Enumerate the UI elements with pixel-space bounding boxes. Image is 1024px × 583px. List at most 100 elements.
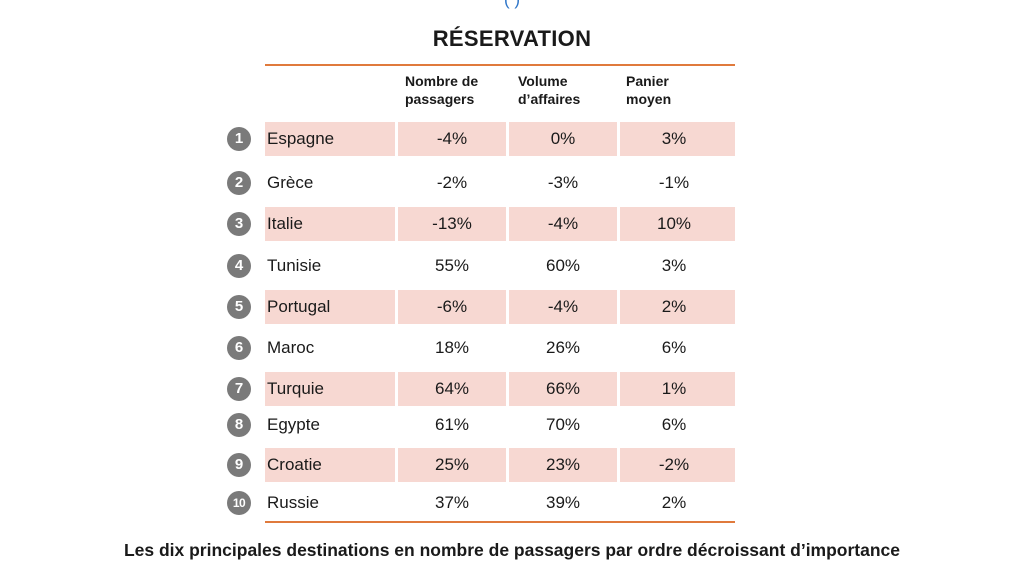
passengers-cell: 18% xyxy=(434,338,470,357)
rank-badge: 5 xyxy=(227,295,251,319)
table-row: 7 Turquie 64% 66% 1% xyxy=(227,372,735,406)
table-row: 4 Tunisie 55% 60% 3% xyxy=(227,249,735,283)
column-separator xyxy=(395,207,398,241)
column-separator xyxy=(506,372,509,406)
table-title: RÉSERVATION xyxy=(432,26,592,51)
passengers-cell: 55% xyxy=(434,256,470,275)
basket-cell: 3% xyxy=(661,256,687,275)
country-cell: Espagne xyxy=(267,129,335,148)
column-separator xyxy=(395,486,398,520)
rank-badge: 7 xyxy=(227,377,251,401)
column-header-line: passagers xyxy=(405,91,475,107)
country-cell: Grèce xyxy=(267,173,314,192)
top-rule xyxy=(265,64,735,66)
column-header-line: Panier xyxy=(626,73,669,89)
column-separator xyxy=(617,290,620,324)
table-row: 10 Russie 37% 39% 2% xyxy=(227,486,735,520)
column-header-line: Nombre de xyxy=(405,73,479,89)
table-row: 6 Maroc 18% 26% 6% xyxy=(227,331,735,365)
basket-cell: -1% xyxy=(658,173,690,192)
basket-cell: 3% xyxy=(661,129,687,148)
column-header-volume: Volume d’affaires xyxy=(518,72,618,122)
volume-cell: 26% xyxy=(545,338,581,357)
country-cell: Croatie xyxy=(267,455,322,474)
column-separator xyxy=(617,249,620,283)
passengers-cell: -6% xyxy=(436,297,468,316)
column-separator xyxy=(617,486,620,520)
column-separator xyxy=(506,207,509,241)
country-cell: Russie xyxy=(267,493,319,512)
column-separator xyxy=(395,166,398,200)
country-cell: Tunisie xyxy=(267,256,322,275)
column-separator xyxy=(506,122,509,156)
table-row: 9 Croatie 25% 23% -2% xyxy=(227,448,735,482)
rank-badge: 4 xyxy=(227,254,251,278)
volume-cell: 60% xyxy=(545,256,581,275)
volume-cell: -4% xyxy=(547,297,579,316)
column-separator xyxy=(617,448,620,482)
passengers-cell: -13% xyxy=(432,214,472,233)
column-separator xyxy=(395,331,398,365)
column-separator xyxy=(506,331,509,365)
column-separator xyxy=(617,408,620,442)
column-separator xyxy=(506,408,509,442)
table-row: 1 Espagne -4% 0% 3% xyxy=(227,122,735,156)
passengers-cell: 25% xyxy=(434,455,470,474)
country-cell: Egypte xyxy=(267,415,320,434)
cut-off-heading: ( ) xyxy=(0,0,1024,9)
column-separator xyxy=(506,290,509,324)
basket-cell: -2% xyxy=(658,455,690,474)
rank-badge: 9 xyxy=(227,453,251,477)
column-separator xyxy=(617,372,620,406)
column-separator xyxy=(395,249,398,283)
column-separator xyxy=(617,331,620,365)
basket-cell: 10% xyxy=(656,214,692,233)
table-row: 3 Italie -13% -4% 10% xyxy=(227,207,735,241)
rank-badge: 6 xyxy=(227,336,251,360)
volume-cell: -4% xyxy=(547,214,579,233)
column-separator xyxy=(617,207,620,241)
column-separator xyxy=(395,290,398,324)
basket-cell: 2% xyxy=(661,297,687,316)
volume-cell: 23% xyxy=(545,455,581,474)
table-row: 2 Grèce -2% -3% -1% xyxy=(227,166,735,200)
table-row: 8 Egypte 61% 70% 6% xyxy=(227,408,735,442)
column-header-basket: Panier moyen xyxy=(626,72,726,122)
column-separator xyxy=(506,249,509,283)
column-separator xyxy=(395,372,398,406)
bottom-rule xyxy=(265,521,735,523)
column-separator xyxy=(506,486,509,520)
rank-badge: 1 xyxy=(227,127,251,151)
volume-cell: 39% xyxy=(545,493,581,512)
passengers-cell: 61% xyxy=(434,415,470,434)
volume-cell: 66% xyxy=(545,379,581,398)
passengers-cell: -4% xyxy=(436,129,468,148)
column-separator xyxy=(506,166,509,200)
column-header-line: Volume xyxy=(518,73,568,89)
basket-cell: 1% xyxy=(661,379,687,398)
column-header-line: d’affaires xyxy=(518,91,581,107)
country-cell: Maroc xyxy=(267,338,315,357)
rank-badge: 2 xyxy=(227,171,251,195)
column-header-line: moyen xyxy=(626,91,672,107)
column-separator xyxy=(395,122,398,156)
basket-cell: 6% xyxy=(661,415,687,434)
column-separator xyxy=(617,122,620,156)
column-separator xyxy=(617,166,620,200)
basket-cell: 6% xyxy=(661,338,687,357)
volume-cell: 70% xyxy=(545,415,581,434)
rank-badge: 8 xyxy=(227,413,251,437)
basket-cell: 2% xyxy=(661,493,687,512)
volume-cell: 0% xyxy=(550,129,576,148)
passengers-cell: 37% xyxy=(434,493,470,512)
rank-badge: 3 xyxy=(227,212,251,236)
passengers-cell: 64% xyxy=(434,379,470,398)
table-caption: Les dix principales destinations en nomb… xyxy=(123,540,901,560)
column-header-passengers: Nombre de passagers xyxy=(405,72,505,122)
country-cell: Italie xyxy=(267,214,303,233)
column-separator xyxy=(395,448,398,482)
country-cell: Portugal xyxy=(267,297,331,316)
passengers-cell: -2% xyxy=(436,173,468,192)
rank-badge: 10 xyxy=(227,491,251,515)
